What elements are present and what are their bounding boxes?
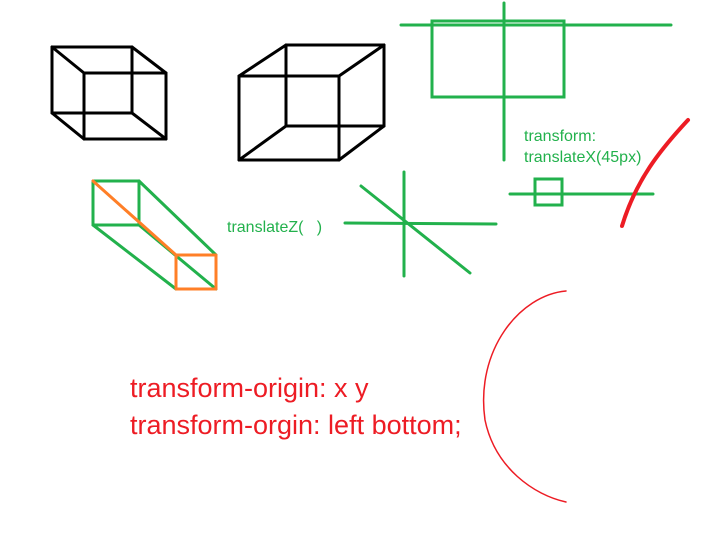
xyz-axes-diagram <box>343 170 498 278</box>
large-cube-sketch <box>237 43 386 162</box>
transform-label: transform: <box>524 128 596 145</box>
translate-x-square-diagram <box>508 177 655 207</box>
transform-origin-line-1: transform-origin: x y <box>130 373 369 403</box>
red-arc-thick <box>620 118 690 228</box>
translate-z-label: translateZ( ) <box>227 219 322 236</box>
small-cube-sketch <box>50 45 168 141</box>
xy-plane-rect-diagram <box>399 1 673 162</box>
translate-z-prism-diagram <box>91 179 218 291</box>
translate-x-label: translateX(45px) <box>524 149 641 166</box>
transform-origin-line-2: transform-orgin: left bottom; <box>130 410 462 440</box>
red-arc-thin <box>482 290 567 503</box>
